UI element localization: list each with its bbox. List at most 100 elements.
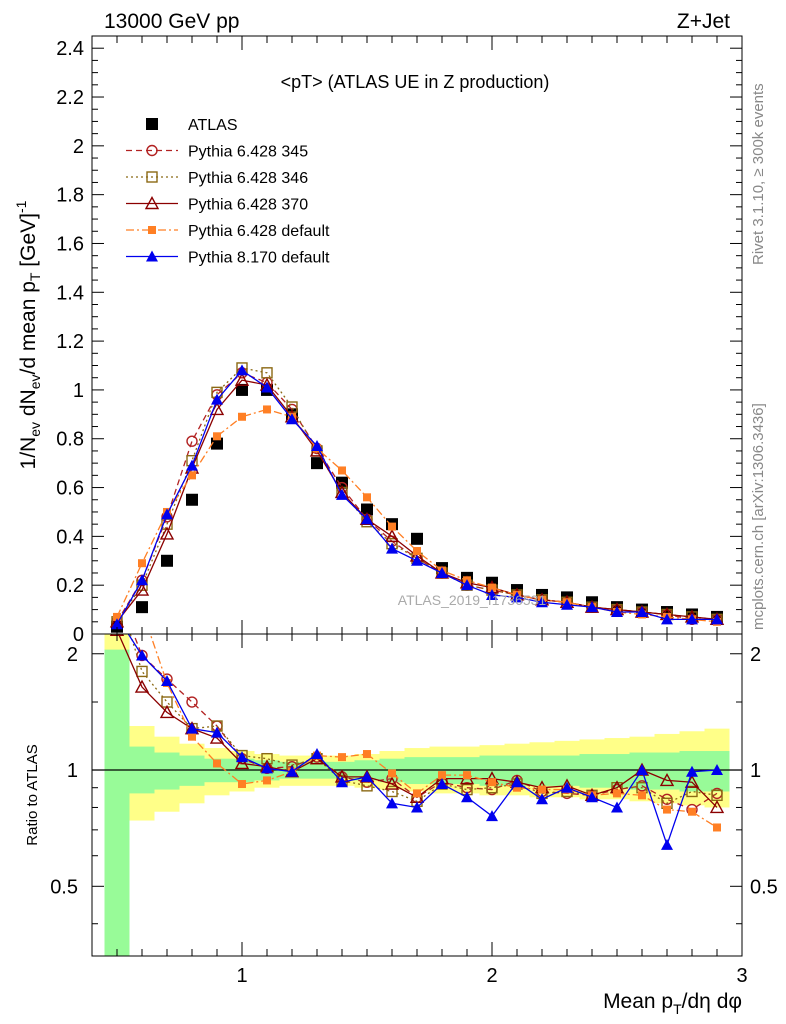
ratio-point-p6def-17: [538, 785, 546, 794]
point-p8def-5: [236, 364, 248, 376]
legend-marker-p8def: [146, 250, 158, 262]
point-p8def-7: [286, 413, 298, 425]
point-atlas-10: [361, 503, 373, 516]
ratio-point-p6def-11: [388, 769, 396, 778]
point-p8def-1: [136, 574, 148, 586]
point-p8def-8: [311, 440, 323, 452]
point-p370-1: [134, 582, 150, 596]
bottom-series-group: [92, 586, 742, 956]
ratio-ytick-label-right: 1: [750, 760, 761, 782]
point-p370-2: [159, 526, 175, 540]
point-p8def-18: [561, 598, 573, 610]
ratio-point-p8def-18: [561, 781, 573, 793]
point-p8def-3: [186, 459, 198, 471]
point-atlas-1: [136, 601, 148, 614]
ratio-point-p370-5: [234, 755, 250, 770]
point-p8def-2: [161, 508, 173, 520]
series-line-p8def: [116, 369, 717, 625]
band-inner-bin: [154, 752, 180, 790]
ratio-point-p6def-13: [438, 771, 446, 780]
legend-marker-p6def: [148, 226, 156, 234]
point-p8def-14: [461, 579, 473, 591]
point-p346-6: [261, 367, 273, 379]
rivet-label: Rivet 3.1.10, ≥ 300k events: [750, 83, 767, 265]
point-p8def-19: [586, 601, 598, 613]
ratio-ytick-label: 2: [67, 644, 78, 666]
legend-label-p346: Pythia 6.428 346: [188, 170, 308, 187]
ratio-point-p8def-12: [411, 801, 423, 813]
ratio-point-p8def-21: [636, 764, 648, 776]
point-p370-5: [234, 372, 250, 386]
top-ytick-label: 2.4: [56, 38, 84, 60]
top-ytick-label: 0.8: [56, 429, 84, 451]
legend-label-atlas: ATLAS: [188, 117, 238, 134]
ratio-point-p345-0: [112, 586, 122, 596]
point-atlas-2: [161, 554, 173, 567]
series-line-p6def: [116, 408, 718, 623]
ratio-point-p8def-16: [511, 776, 523, 788]
top-series-group: [109, 362, 725, 633]
ratio-point-p6def-16: [513, 783, 521, 792]
ratio-xtick-label: 1: [236, 965, 247, 987]
ratio-point-p346-1: [136, 665, 148, 678]
ratio-point-p6def-4: [213, 759, 221, 768]
top-ytick-label: 0.2: [56, 575, 84, 597]
point-atlas-8: [311, 457, 323, 470]
top-ytick-label: 1.2: [56, 331, 84, 353]
top-ytick-label: 1.6: [56, 233, 84, 255]
header-right: Z+Jet: [677, 10, 730, 33]
ratio-point-p370-24: [709, 799, 725, 814]
ratio-point-p8def-1: [136, 649, 148, 661]
ratio-point-p370-2: [159, 704, 175, 719]
top-ytick-label: 2: [73, 136, 84, 158]
ratio-point-p8def-15: [486, 810, 498, 822]
ratio-point-p8def-6: [261, 762, 273, 774]
ratio-point-p370-22: [659, 772, 675, 787]
point-p6def-10: [363, 493, 371, 502]
point-p6def-3: [188, 471, 196, 480]
ratio-point-p6def-14: [463, 771, 471, 780]
point-p8def-22: [661, 613, 673, 625]
ratio-xtick-label: 2: [486, 965, 497, 987]
ratio-ytick-label-right: 2: [750, 644, 761, 666]
ratio-point-p6def-21: [638, 791, 646, 800]
ratio-point-p6def-0: [113, 587, 121, 595]
point-p8def-9: [336, 488, 348, 500]
ratio-point-p8def-5: [236, 751, 248, 763]
ratio-panel: 0.5 0.5 1 1 2 2 1 2 3 Ratio to ATLAS Mean pT/dη …: [24, 586, 778, 1017]
ratio-point-p345-3: [186, 696, 198, 708]
ratio-panel-frame: [91, 633, 743, 957]
series-line-p346: [116, 367, 718, 623]
ratio-ytick-label: 1: [67, 760, 78, 782]
ratio-point-p6def-12: [413, 789, 421, 798]
ratio-point-p6def-3: [188, 732, 196, 741]
point-p8def-16: [511, 591, 523, 603]
point-p6def-6: [263, 405, 271, 414]
point-p8def-11: [386, 542, 398, 554]
point-p6def-1: [138, 559, 146, 568]
legend-marker-p370: [144, 196, 160, 210]
ratio-point-p6def-24: [713, 823, 721, 832]
point-atlas-5: [236, 383, 248, 396]
ratio-point-p6def-5: [238, 780, 246, 789]
legend-label-p370: Pythia 6.428 370: [188, 197, 308, 214]
x-axis-label: Mean pT/dη dφ: [603, 990, 742, 1017]
ratio-point-p8def-3: [186, 722, 198, 734]
ratio-point-p6def-20: [613, 789, 621, 798]
y-axis-label: 1/Nev dNev/d mean pT [GeV]-1: [13, 200, 43, 469]
ratio-point-p6def-22: [663, 805, 671, 814]
ratio-point-p8def-10: [361, 770, 373, 782]
point-p8def-10: [361, 513, 373, 525]
top-ytick-label: 0.6: [56, 478, 84, 500]
point-p8def-4: [211, 393, 223, 405]
ratio-point-p346-23: [686, 785, 698, 798]
legend-marker-atlas: [146, 118, 158, 130]
legend-marker-p346: [146, 171, 158, 183]
ratio-point-p346-21: [636, 782, 648, 794]
band-inner-bin: [179, 755, 205, 786]
ratio-point-p370-11: [384, 776, 400, 790]
ratio-point-p8def-20: [611, 801, 623, 813]
ratio-point-p8def-17: [536, 793, 548, 805]
ratio-point-p6def-6: [263, 776, 271, 785]
